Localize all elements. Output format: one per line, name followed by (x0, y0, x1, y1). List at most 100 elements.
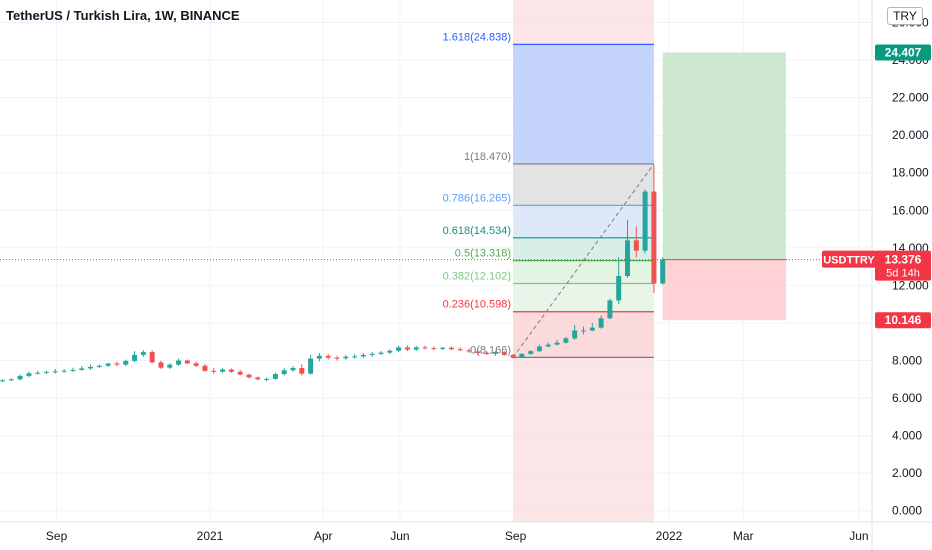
candle-down (484, 353, 490, 355)
fib-level-label: 1(18.470) (464, 151, 511, 163)
candle-up (440, 347, 446, 349)
candle-down (510, 354, 516, 358)
candle-up (316, 355, 322, 359)
candle-down (184, 360, 190, 364)
candle-up (413, 347, 419, 350)
candle-up (492, 352, 498, 354)
fib-labels: 1.618(24.838) 1(18.470) 0.786(16.265) 0.618… (443, 31, 512, 356)
fib-level-label: 1.618(24.838) (443, 31, 512, 43)
candle-up (642, 191, 648, 251)
candle-down (193, 363, 199, 366)
candle-down (255, 377, 261, 380)
candle-up (387, 350, 393, 353)
candle-up (616, 276, 622, 301)
candle-down (457, 349, 463, 351)
chart-title: TetherUS / Turkish Lira, 1W, BINANCE (6, 8, 240, 23)
fib-level-label: 0.5(13.318) (455, 248, 511, 260)
candle-up (528, 351, 534, 354)
candle-up (176, 360, 182, 365)
y-tick-label: 4.000 (892, 429, 922, 443)
y-tick-label: 22.000 (892, 91, 929, 105)
fib-zone (513, 283, 654, 312)
candle-down (299, 368, 305, 374)
candle-up (572, 330, 578, 339)
x-tick-label: Sep (46, 529, 68, 543)
candle-up (625, 240, 631, 277)
currency-button[interactable]: TRY (887, 7, 923, 25)
candle-up (79, 368, 85, 370)
candle-up (545, 344, 551, 347)
candle-down (475, 351, 481, 354)
candle-up (343, 356, 349, 359)
fib-zone (513, 260, 654, 284)
candle-up (598, 318, 604, 328)
candle-down (501, 352, 507, 355)
candle-up (272, 374, 278, 379)
candle-up (360, 354, 366, 357)
time-axis[interactable]: Sep 2021 Apr Jun Sep 2022 Mar Jun (0, 521, 932, 543)
candle-up (589, 327, 595, 331)
fib-level-label: 0(8.166) (470, 344, 511, 356)
candle-down (431, 348, 437, 350)
candle-up (607, 300, 613, 319)
x-tick-label: Jun (849, 529, 868, 543)
fib-zone (513, 311, 654, 358)
candle-down (325, 355, 331, 358)
fib-zone (513, 237, 654, 261)
x-tick-label: Apr (314, 529, 333, 543)
candle-up (660, 259, 666, 284)
candle-up (220, 369, 226, 372)
y-tick-label: 20.000 (892, 128, 929, 142)
bar-countdown: 5d 14h (886, 268, 920, 280)
candle-up (308, 358, 314, 374)
y-tick-label: 18.000 (892, 166, 929, 180)
price-tag-label: 24.407 (885, 45, 922, 59)
candle-down (114, 363, 120, 365)
candle-up (563, 338, 569, 343)
candle-down (334, 357, 340, 359)
x-tick-label: Jun (390, 529, 409, 543)
x-tick-label: Sep (505, 529, 527, 543)
candle-up (378, 352, 384, 354)
candle-up (554, 342, 560, 345)
candle-up (290, 368, 296, 371)
candle-up (88, 366, 94, 369)
stop-zone (662, 259, 786, 321)
last-price-value: 13.376 (885, 253, 922, 267)
x-tick-label: 2021 (197, 529, 224, 543)
candle-up (26, 373, 32, 376)
fib-lines (513, 43, 654, 359)
long-position-tool[interactable] (662, 52, 786, 321)
y-tick-label: 6.000 (892, 391, 922, 405)
fib-zone (513, 163, 654, 206)
candle-down (466, 350, 472, 352)
candle-up (519, 353, 525, 358)
candle-down (237, 371, 243, 375)
candle-down (149, 352, 155, 363)
candle-down (228, 369, 234, 372)
symbol-tag: USDTTRY (823, 255, 875, 267)
candle-up (281, 370, 287, 375)
candle-down (158, 362, 164, 368)
price-tag-label: 10.146 (885, 313, 922, 327)
fib-zone (513, 44, 654, 164)
candle-up (35, 372, 41, 374)
y-tick-label: 0.000 (892, 504, 922, 518)
y-tick-label: 2.000 (892, 466, 922, 480)
trend-line (512, 163, 655, 358)
fib-level-label: 0.618(14.534) (443, 225, 512, 237)
candle-up (70, 369, 76, 371)
candle-up (96, 365, 102, 367)
last-price-tag-bg (875, 250, 931, 281)
candle-up (52, 371, 58, 373)
fib-trendline (512, 163, 655, 358)
candle-down (202, 365, 208, 371)
profit-zone (662, 52, 786, 260)
y-tick-label: 16.000 (892, 203, 929, 217)
candle-up (264, 378, 270, 380)
candle-down (246, 374, 252, 378)
candle-up (132, 354, 138, 361)
candle-up (580, 330, 586, 332)
